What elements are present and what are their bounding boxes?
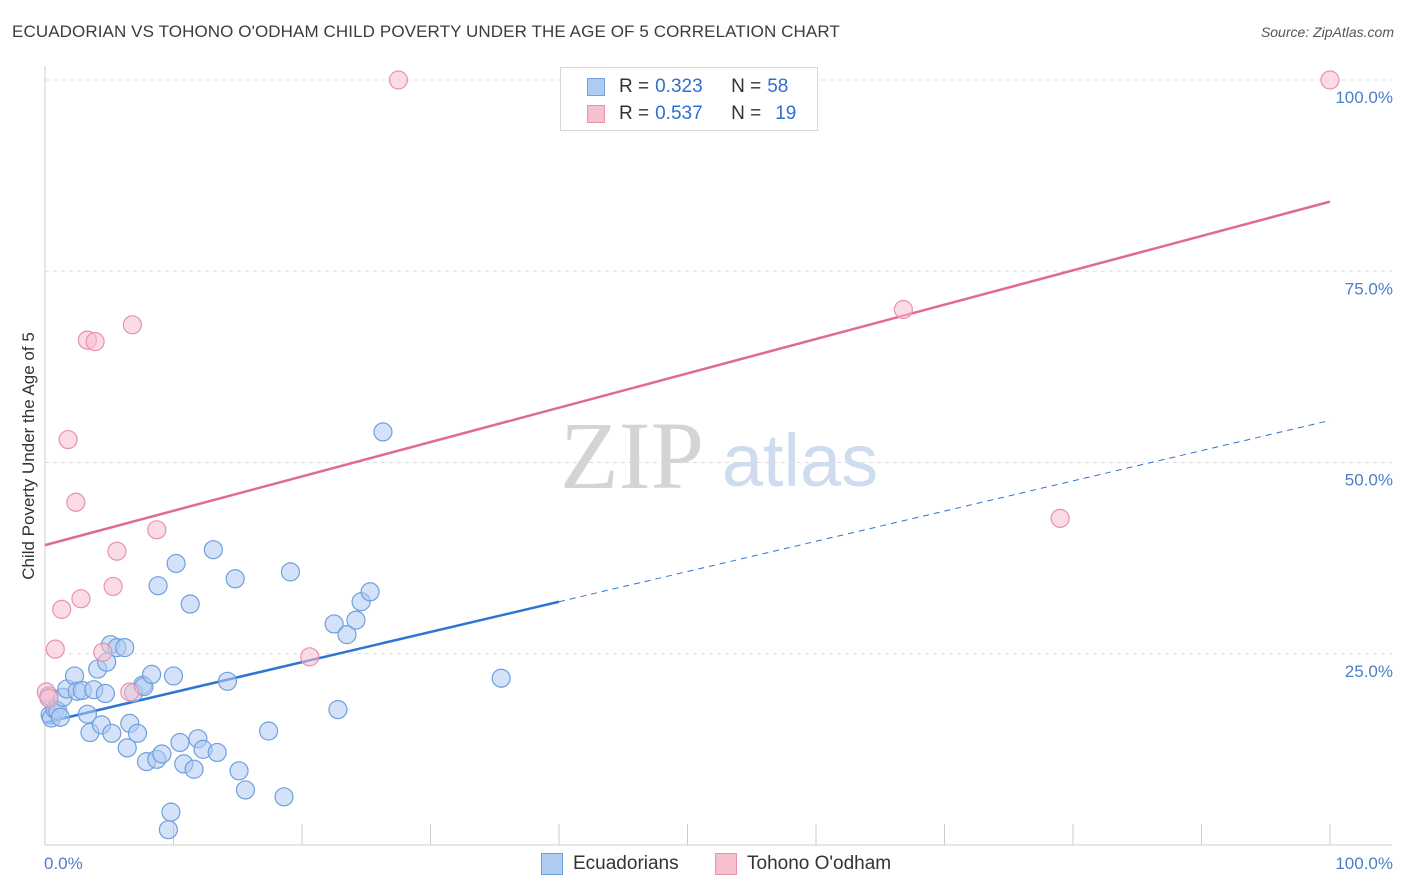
legend: R = 0.323 N = 58 R = 0.537 N = 19 — [560, 67, 818, 131]
watermark-zip: ZIP — [560, 402, 704, 509]
tohono-point — [1050, 508, 1070, 528]
y-axis-label: Child Poverty Under the Age of 5 — [19, 332, 38, 580]
bottom-swatch-blue — [541, 853, 563, 875]
bottom-legend-label: Ecuadorians — [573, 853, 679, 874]
ecuadorians-point — [346, 610, 366, 630]
tohono-point — [71, 589, 91, 609]
ecuadorians-point — [235, 780, 256, 800]
tohono-point — [147, 520, 167, 540]
ecuadorians-point — [207, 742, 227, 763]
y-tick-label: 75.0% — [1345, 279, 1393, 298]
chart-title: ECUADORIAN VS TOHONO O'ODHAM CHILD POVER… — [12, 22, 840, 41]
tohono-point — [66, 492, 86, 512]
ecuadorians-point — [280, 562, 301, 582]
ecuadorians-point — [274, 787, 294, 807]
tick-labels: 25.0% 50.0% 75.0% 100.0% 0.0% 100.0% — [44, 88, 1393, 873]
tohono-point — [93, 642, 113, 662]
ecuadorians-point — [225, 569, 245, 589]
tohono-trend-line — [44, 200, 1331, 547]
legend-swatch-blue — [587, 78, 605, 96]
ecuadorians-trend-extension — [558, 419, 1331, 603]
ecuadorians-point — [184, 759, 204, 779]
ecuadorians-point — [258, 721, 279, 741]
x-tick-label: 100.0% — [1335, 854, 1393, 873]
ecuadorians-point — [337, 625, 357, 645]
legend-r-value: 0.323 — [655, 76, 703, 97]
ecuadorians-point — [163, 666, 184, 686]
ecuadorians-point — [127, 723, 148, 743]
ecuadorians-point — [158, 820, 178, 840]
tohono-point — [52, 599, 72, 619]
watermark-atlas: atlas — [722, 419, 878, 502]
tohono-point — [1320, 70, 1340, 90]
tohono-point — [103, 576, 123, 597]
ecuadorians-point — [170, 732, 190, 753]
ecuadorians-point — [161, 802, 181, 822]
tohono-point — [893, 299, 913, 320]
y-tick-label: 100.0% — [1335, 88, 1393, 107]
ecuadorians-point — [152, 744, 172, 764]
gridlines — [45, 79, 1392, 655]
source-label: Source: ZipAtlas.com — [1260, 24, 1394, 40]
tohono-point — [45, 639, 65, 659]
ecuadorians-point — [373, 422, 393, 442]
ecuadorians-point — [148, 576, 168, 596]
legend-swatch-pink — [587, 105, 605, 123]
tohono-point — [58, 429, 78, 450]
tohono-point — [388, 70, 408, 90]
tohono-points — [36, 70, 1340, 708]
ecuadorians-point — [180, 594, 200, 614]
ecuadorians-point — [102, 723, 122, 743]
ecuadorians-point — [324, 614, 344, 634]
ecuadorians-point — [328, 699, 348, 720]
tohono-point — [85, 332, 105, 352]
tohono-point — [300, 647, 320, 667]
ecuadorians-point — [95, 683, 115, 704]
legend-r-value: 0.537 — [655, 103, 703, 124]
legend-r-label: R = — [619, 76, 650, 97]
ecuadorians-point — [203, 540, 223, 560]
ecuadorians-point — [115, 638, 135, 658]
ecuadorians-point — [166, 553, 186, 574]
legend-n-label: N = — [731, 76, 762, 97]
legend-row-ecuadorians: R = 0.323 N = 58 — [587, 76, 788, 98]
legend-row-tohono: R = 0.537 N = 19 — [587, 103, 796, 125]
y-tick-label: 50.0% — [1345, 471, 1393, 490]
tohono-point — [107, 541, 127, 561]
ecuadorians-point — [50, 707, 71, 727]
tohono-point — [120, 682, 140, 702]
y-tick-label: 25.0% — [1345, 662, 1393, 681]
ecuadorians-point — [77, 704, 98, 724]
ecuadorians-point — [229, 761, 249, 781]
legend-r-label: R = — [619, 103, 650, 124]
bottom-swatch-pink — [715, 853, 737, 875]
ecuadorians-point — [142, 664, 162, 685]
ecuadorians-point — [217, 671, 238, 691]
bottom-legend-ecuadorians: Ecuadorians — [541, 852, 679, 876]
tohono-point — [122, 315, 142, 335]
ecuadorians-point — [360, 582, 380, 602]
watermark: ZIP atlas — [560, 402, 878, 509]
x-tick-label: 0.0% — [44, 854, 83, 873]
ecuadorians-point — [117, 738, 137, 758]
ecuadorians-point — [491, 668, 511, 688]
bottom-legend-tohono: Tohono O'odham — [715, 852, 891, 876]
legend-n-value: 58 — [767, 76, 789, 97]
bottom-legend-label: Tohono O'odham — [747, 853, 892, 874]
axes — [44, 66, 1392, 846]
legend-n-label: N = — [731, 103, 762, 124]
tohono-point — [39, 688, 59, 708]
legend-n-value: 19 — [775, 103, 797, 124]
